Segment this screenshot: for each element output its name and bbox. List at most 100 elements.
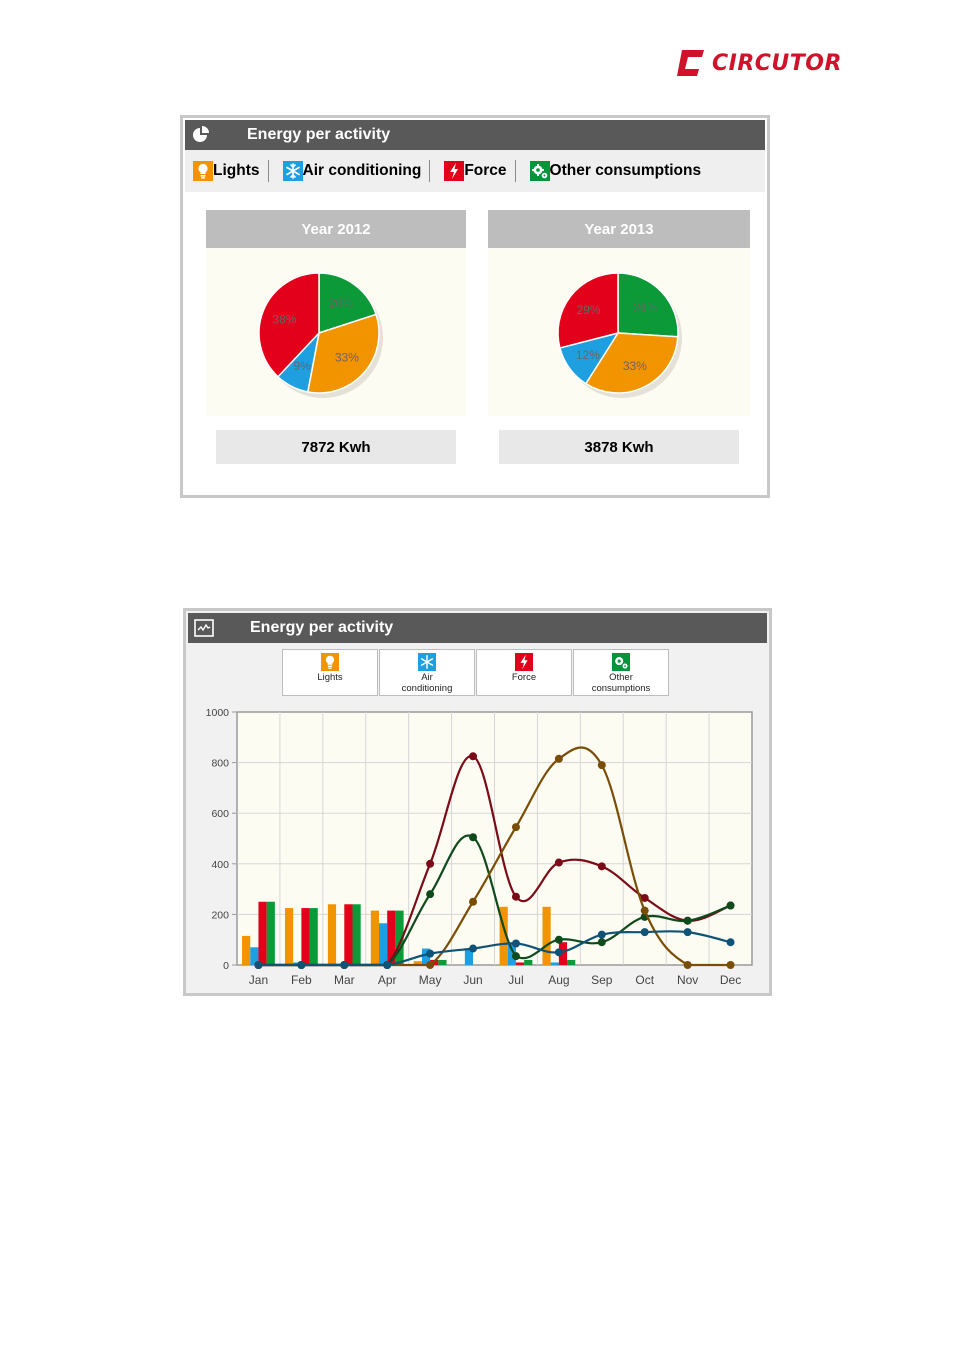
- line-point[interactable]: [554, 935, 563, 944]
- y-tick-label: 800: [211, 758, 229, 770]
- legend-button-air-conditioning[interactable]: Air conditioning: [379, 649, 475, 696]
- y-tick-label: 200: [211, 909, 229, 921]
- pie-year-title: Year 2013: [488, 210, 750, 248]
- pie-slice-label: 29%: [577, 303, 601, 317]
- bar-force[interactable]: [258, 901, 267, 965]
- line-point[interactable]: [426, 859, 435, 868]
- pie-slice-force[interactable]: [557, 272, 619, 349]
- line-point[interactable]: [511, 939, 520, 948]
- legend-button-force[interactable]: Force: [476, 649, 572, 696]
- y-tick-label: 600: [211, 808, 229, 820]
- pie-panel-header: Energy per activity: [185, 120, 765, 150]
- line-point[interactable]: [254, 961, 263, 969]
- legend-divider: [267, 160, 269, 182]
- bar-air-conditioning[interactable]: [507, 942, 516, 965]
- bar-lights[interactable]: [370, 910, 380, 965]
- line-point[interactable]: [597, 761, 606, 770]
- x-tick-label: Sep: [591, 973, 613, 987]
- line-point[interactable]: [597, 862, 606, 871]
- legend-item-air-conditioning[interactable]: Air conditioning: [282, 161, 421, 181]
- pie-chart-2013: 26% 33% 12% 29%: [557, 272, 682, 398]
- line-point[interactable]: [554, 948, 563, 957]
- line-point[interactable]: [511, 892, 520, 901]
- bar-force[interactable]: [515, 962, 525, 965]
- line-point[interactable]: [726, 901, 735, 910]
- bar-other-consumptions[interactable]: [524, 959, 533, 965]
- line-point[interactable]: [554, 754, 563, 763]
- bar-force[interactable]: [301, 908, 310, 965]
- bar-other-consumptions[interactable]: [395, 910, 404, 965]
- line-point[interactable]: [511, 823, 520, 832]
- line-point[interactable]: [683, 961, 692, 969]
- pie-slice-other-consumptions[interactable]: [617, 272, 679, 338]
- legend-item-force[interactable]: Force: [444, 161, 507, 181]
- bulb-icon: [193, 161, 213, 181]
- line-point[interactable]: [640, 906, 649, 915]
- line-point[interactable]: [726, 938, 735, 947]
- bar-air-conditioning[interactable]: [421, 948, 431, 965]
- x-tick-label: Aug: [548, 973, 569, 987]
- bar-lights[interactable]: [499, 906, 508, 965]
- pie-chart-2012: 20% 33% 9% 38%: [258, 272, 383, 398]
- legend-button-other-consumptions[interactable]: Other consumptions: [573, 649, 669, 696]
- x-tick-label: Jan: [249, 973, 268, 987]
- bar-air-conditioning[interactable]: [250, 947, 259, 965]
- legend-item-other-consumptions[interactable]: Other consumptions: [529, 161, 702, 181]
- bar-air-conditioning[interactable]: [379, 923, 388, 965]
- line-point[interactable]: [511, 952, 520, 961]
- pie-slice-label: 38%: [272, 312, 296, 326]
- line-point[interactable]: [683, 916, 692, 925]
- line-point[interactable]: [426, 890, 435, 899]
- bar-air-conditioning[interactable]: [293, 962, 302, 965]
- bar-lights[interactable]: [327, 904, 337, 965]
- line-point[interactable]: [640, 893, 649, 902]
- pie-slice-lights[interactable]: [306, 313, 380, 394]
- line-point[interactable]: [469, 897, 478, 906]
- line-point[interactable]: [340, 961, 349, 969]
- bar-lights[interactable]: [242, 935, 251, 965]
- line-point[interactable]: [426, 961, 435, 969]
- line-point[interactable]: [640, 928, 649, 937]
- line-point[interactable]: [554, 858, 563, 867]
- y-tick-label: 0: [223, 960, 229, 972]
- line-point[interactable]: [426, 949, 435, 958]
- line-point[interactable]: [469, 752, 478, 761]
- bar-lights[interactable]: [542, 906, 551, 965]
- line-panel-header: Energy per activity: [188, 613, 767, 643]
- legend-label: Force: [464, 162, 507, 179]
- brand-logo: CIRCUTOR: [676, 46, 842, 80]
- line-point[interactable]: [383, 961, 392, 969]
- bar-lights[interactable]: [284, 908, 294, 965]
- bar-other-consumptions[interactable]: [567, 959, 576, 965]
- legend-label: Other consumptions: [549, 162, 702, 179]
- bar-air-conditioning[interactable]: [550, 962, 559, 965]
- pie-chart-icon: [193, 126, 209, 142]
- gears-icon: [529, 161, 550, 181]
- pie-legend: Lights Air conditioning Force: [185, 150, 765, 192]
- line-point[interactable]: [297, 961, 306, 969]
- line-point[interactable]: [683, 928, 692, 937]
- snowflake-icon: [282, 161, 303, 181]
- line-point[interactable]: [726, 961, 735, 969]
- bar-force[interactable]: [558, 942, 568, 965]
- line-point[interactable]: [597, 930, 606, 939]
- bar-other-consumptions[interactable]: [438, 959, 447, 965]
- line-point[interactable]: [469, 833, 478, 842]
- pie-total-2013: 3878 Kwh: [499, 430, 739, 464]
- bar-force[interactable]: [344, 904, 353, 965]
- pie-slice-other-consumptions[interactable]: [318, 272, 378, 335]
- pie-slice-force[interactable]: [258, 272, 320, 378]
- bar-other-consumptions[interactable]: [266, 901, 275, 965]
- legend-label: Lights: [317, 672, 343, 683]
- legend-item-lights[interactable]: Lights: [193, 161, 260, 181]
- bar-air-conditioning[interactable]: [464, 949, 474, 965]
- line-panel-title: Energy per activity: [250, 619, 394, 636]
- legend-button-lights[interactable]: Lights: [282, 649, 378, 696]
- bar-lights[interactable]: [413, 961, 422, 965]
- bar-force[interactable]: [387, 910, 396, 965]
- line-point[interactable]: [469, 944, 478, 953]
- legend-divider: [514, 160, 516, 182]
- line-point[interactable]: [597, 938, 606, 947]
- bar-other-consumptions[interactable]: [309, 908, 318, 965]
- bar-other-consumptions[interactable]: [352, 904, 361, 965]
